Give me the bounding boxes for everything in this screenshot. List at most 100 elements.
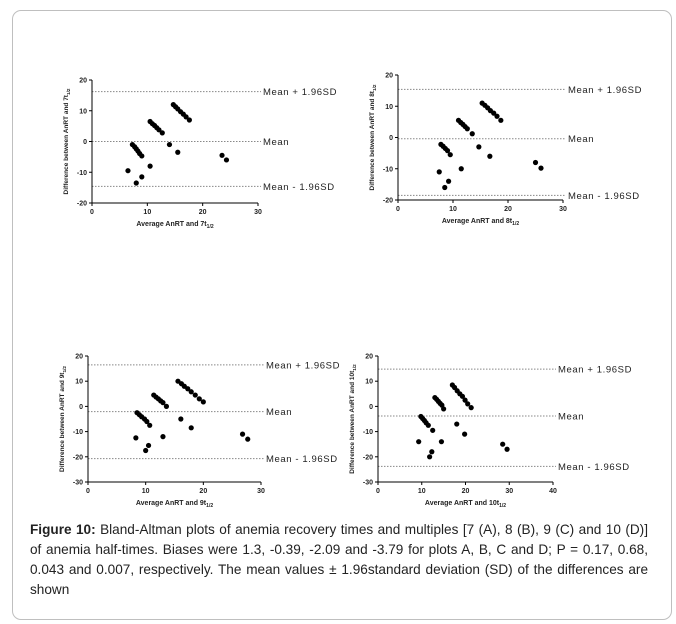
- reference-line-label: Mean + 1.96SD: [263, 87, 337, 98]
- data-point: [239, 431, 246, 437]
- y-tick-label: 20: [79, 78, 87, 85]
- data-point: [504, 446, 510, 452]
- y-tick-label: -10: [363, 429, 373, 436]
- data-point: [538, 165, 544, 171]
- y-tick-label: 0: [389, 135, 393, 142]
- data-point: [147, 163, 153, 169]
- x-tick-label: 10: [449, 206, 457, 213]
- data-point: [500, 441, 506, 447]
- data-point: [223, 157, 230, 163]
- figure-frame: [12, 10, 672, 620]
- data-point: [444, 148, 451, 154]
- reference-line-label: Mean + 1.96SD: [558, 365, 632, 376]
- y-tick-label: 20: [75, 354, 83, 361]
- data-point: [178, 416, 184, 422]
- y-tick-label: 0: [79, 404, 83, 411]
- y-tick-label: -10: [77, 170, 87, 177]
- data-point: [175, 149, 181, 155]
- y-axis-title: Difference between AnRT and 9t1/2: [59, 366, 67, 472]
- data-point: [139, 153, 145, 159]
- x-tick-label: 10: [418, 488, 426, 495]
- data-point: [200, 399, 206, 405]
- x-tick-label: 40: [549, 488, 557, 495]
- data-point: [156, 127, 162, 133]
- data-point: [160, 434, 166, 440]
- x-tick-label: 0: [396, 206, 400, 213]
- reference-line-label: Mean - 1.96SD: [263, 182, 335, 193]
- data-point: [147, 422, 153, 428]
- x-axis-title: Average AnRT and 8t1/2: [442, 218, 519, 227]
- data-point: [144, 418, 150, 425]
- reference-line-label: Mean: [558, 411, 584, 422]
- data-point: [442, 184, 448, 191]
- data-point: [245, 436, 251, 442]
- x-tick-label: 0: [90, 209, 94, 216]
- data-point: [125, 168, 131, 174]
- data-point: [166, 141, 173, 148]
- data-point: [441, 406, 447, 412]
- y-tick-label: 20: [365, 354, 373, 361]
- data-point: [438, 439, 445, 445]
- data-point: [133, 180, 139, 186]
- figure-caption: Figure 10: Bland-Altman plots of anemia …: [30, 520, 648, 600]
- x-tick-label: 30: [257, 488, 265, 495]
- data-point: [464, 126, 470, 132]
- data-point: [498, 117, 504, 123]
- plot-content: Mean + 1.96SD Mean Mean - 1.96SD -30 -20 -10 0…: [349, 354, 632, 510]
- data-point: [532, 159, 539, 166]
- data-point: [436, 169, 442, 175]
- reference-line-label: Mean: [568, 134, 594, 145]
- data-point: [163, 403, 170, 409]
- x-tick-label: 10: [143, 209, 151, 216]
- x-tick-label: 20: [199, 209, 207, 216]
- y-axis-title: Difference between AnRT and 8t1/2: [369, 84, 377, 190]
- data-point: [192, 392, 198, 398]
- x-axis-title: Average AnRT and 10t1/2: [425, 500, 506, 509]
- x-tick-label: 0: [376, 488, 380, 495]
- y-tick-label: -30: [73, 480, 83, 487]
- data-point: [494, 113, 500, 119]
- x-tick-label: 0: [86, 488, 90, 495]
- reference-line-label: Mean - 1.96SD: [558, 462, 630, 473]
- y-tick-label: 0: [369, 404, 373, 411]
- data-point: [465, 401, 471, 407]
- x-tick-label: 10: [142, 488, 150, 495]
- x-tick-label: 20: [504, 206, 512, 213]
- data-point: [185, 386, 191, 392]
- data-point: [186, 117, 192, 123]
- y-axis-title: Difference between AnRT and 7t1/2: [63, 88, 71, 194]
- reference-line-label: Mean + 1.96SD: [266, 360, 340, 371]
- data-point: [160, 400, 166, 406]
- data-point: [469, 131, 475, 137]
- data-point: [416, 439, 422, 445]
- y-tick-label: -10: [73, 429, 83, 436]
- data-point: [476, 144, 482, 150]
- reference-line-label: Mean: [263, 137, 289, 148]
- data-point: [159, 130, 165, 136]
- data-point: [459, 393, 466, 399]
- y-tick-label: 20: [385, 73, 393, 80]
- x-tick-label: 20: [462, 488, 470, 495]
- data-point: [462, 397, 468, 403]
- data-point: [427, 454, 433, 460]
- y-tick-label: 10: [79, 108, 87, 115]
- data-point: [188, 425, 194, 431]
- data-point: [145, 442, 152, 449]
- y-tick-label: -20: [383, 198, 393, 205]
- y-tick-label: 10: [365, 379, 373, 386]
- y-tick-label: -10: [383, 166, 393, 173]
- plot-content: Mean + 1.96SD Mean Mean - 1.96SD -20 -10 0 10 2…: [63, 78, 337, 231]
- data-point: [196, 396, 202, 402]
- reference-line-label: Mean - 1.96SD: [568, 191, 640, 202]
- plot-content: Mean + 1.96SD Mean Mean - 1.96SD -30 -20 -10 0…: [59, 354, 340, 510]
- data-point: [468, 405, 474, 411]
- data-point: [188, 389, 194, 395]
- data-point: [139, 174, 145, 180]
- reference-line-label: Mean: [266, 407, 292, 418]
- data-point: [143, 447, 149, 454]
- y-tick-label: 10: [75, 379, 83, 386]
- data-point: [183, 114, 189, 120]
